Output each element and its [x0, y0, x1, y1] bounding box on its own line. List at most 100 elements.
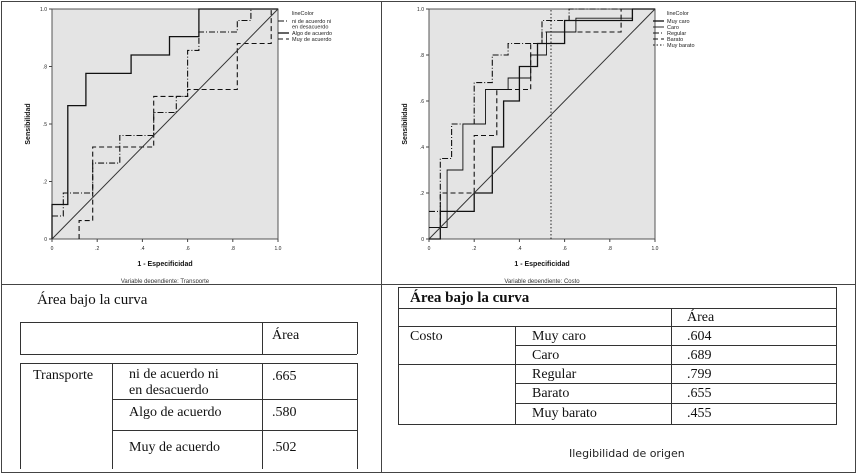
table-rule: [515, 403, 836, 404]
row-label: Regular: [532, 367, 577, 382]
table-rule: [515, 383, 836, 384]
table-rule: [20, 363, 357, 364]
roc-line-algo-de-acuerdo: [51, 8, 278, 239]
column-divider: [381, 1, 382, 473]
y-axis-label: Sensibilidad: [25, 103, 32, 144]
x-axis-label: 1 - Especificidad: [514, 261, 569, 268]
table-title: Área bajo la curva: [410, 290, 530, 306]
row-label: Muy barato: [532, 406, 597, 421]
row-value: .799: [687, 367, 712, 382]
y-tick-label: .8: [43, 65, 47, 71]
y-tick-label: .2: [43, 180, 47, 186]
y-tick-label: .6: [420, 99, 424, 105]
legend-entry: Regular: [667, 31, 686, 37]
row-label: Muy de acuerdo: [129, 440, 220, 455]
table-rule: [20, 354, 357, 355]
x-tick-label: 0: [51, 246, 54, 252]
x-tick-label: .4: [140, 246, 144, 252]
y-tick-label: .5: [43, 122, 47, 128]
y-tick-label: 0: [44, 237, 47, 243]
table-rule: [20, 322, 21, 354]
x-tick-label: .2: [95, 246, 99, 252]
group-label: Costo: [410, 329, 443, 344]
table-title: Área bajo la curva: [37, 292, 148, 308]
roc-chart-transporte: 0 .2 .4 .6 .8 1.0 0 .2 .5 .8 1.0 1 - Especificidad S…: [25, 7, 332, 283]
y-tick-label: .8: [420, 53, 424, 59]
x-tick-label: .2: [472, 246, 476, 252]
row-label: ni de acuerdo ni: [129, 367, 219, 382]
table-rule: [398, 308, 836, 309]
row-label: en desacuerdo: [129, 383, 209, 398]
table-rule: [671, 308, 672, 425]
legend-entry: en desacuerdo: [292, 25, 328, 31]
table-rule: [515, 326, 516, 425]
row-label: Muy caro: [532, 329, 587, 344]
table-rule: [112, 399, 357, 400]
legend-entry: Muy barato: [667, 43, 695, 49]
table-rule: [262, 322, 263, 354]
x-tick-label: .6: [563, 246, 567, 252]
legend-entry: Barato: [667, 37, 683, 43]
row-label: Caro: [532, 348, 560, 363]
legend-entry: Muy caro: [667, 19, 690, 25]
table-rule: [515, 345, 836, 346]
table-rule: [262, 363, 263, 469]
table-rule: [398, 364, 836, 365]
legend-title: lineColor: [667, 11, 689, 17]
y-tick-label: 1.0: [40, 7, 47, 13]
source-note: Ilegibilidad de origen: [569, 447, 685, 460]
legend-entry: ni de acuerdo ni: [292, 19, 331, 25]
reference-diagonal: [51, 8, 279, 240]
row-value: .580: [272, 405, 297, 420]
row-value: .689: [687, 348, 712, 363]
table-rule: [398, 287, 399, 425]
row-value: .502: [272, 440, 297, 455]
area-header: Área: [687, 310, 715, 325]
table-rule: [20, 322, 357, 323]
y-tick-label: .2: [420, 191, 424, 197]
y-tick-label: 1.0: [417, 7, 424, 13]
chart-caption: Variable dependiente: Transporte: [121, 279, 210, 283]
reference-diagonal: [428, 8, 656, 240]
table-rule: [398, 424, 836, 425]
legend-entry: Algo de acuerdo: [292, 31, 332, 37]
table-rule: [112, 363, 113, 469]
table-rule: [398, 287, 836, 288]
x-tick-label: 1.0: [275, 246, 282, 252]
x-tick-label: .4: [517, 246, 521, 252]
roc-line-regular: [429, 8, 655, 212]
x-axis-label: 1 - Especificidad: [137, 261, 192, 268]
x-tick-label: .8: [231, 246, 235, 252]
table-rule: [20, 363, 21, 469]
roc-line-caro: [429, 8, 655, 228]
roc-chart-costo: 0 .2 .4 .6 .8 1.0 0 .2 .4 .6 .8 1.0 1 - Especificida…: [402, 7, 695, 283]
row-value: .455: [687, 406, 712, 421]
table-rule: [112, 430, 357, 431]
y-axis-label: Sensibilidad: [402, 103, 409, 144]
y-tick-label: .4: [420, 145, 424, 151]
x-tick-label: 0: [428, 246, 431, 252]
row-divider: [1, 284, 856, 285]
row-value: .665: [272, 369, 297, 384]
group-label: Transporte: [33, 368, 94, 383]
area-header: Área: [272, 328, 300, 343]
table-rule: [357, 322, 358, 354]
legend-title: lineColor: [292, 11, 314, 17]
table-rule: [398, 326, 836, 327]
table-rule: [357, 363, 358, 469]
row-label: Algo de acuerdo: [129, 405, 222, 420]
roc-line-muy-de-acuerdo: [78, 8, 278, 239]
y-tick-label: 0: [421, 237, 424, 243]
row-label: Barato: [532, 386, 570, 401]
table-rule: [836, 287, 837, 425]
x-tick-label: .8: [608, 246, 612, 252]
row-value: .604: [687, 329, 712, 344]
chart-caption: Variable dependiente: Costo: [504, 279, 580, 283]
row-value: .655: [687, 386, 712, 401]
x-tick-label: 1.0: [652, 246, 659, 252]
legend-entry: Muy de acuerdo: [292, 37, 331, 43]
x-tick-label: .6: [186, 246, 190, 252]
roc-line-barato: [429, 8, 655, 229]
legend-entry: Caro: [667, 25, 679, 31]
